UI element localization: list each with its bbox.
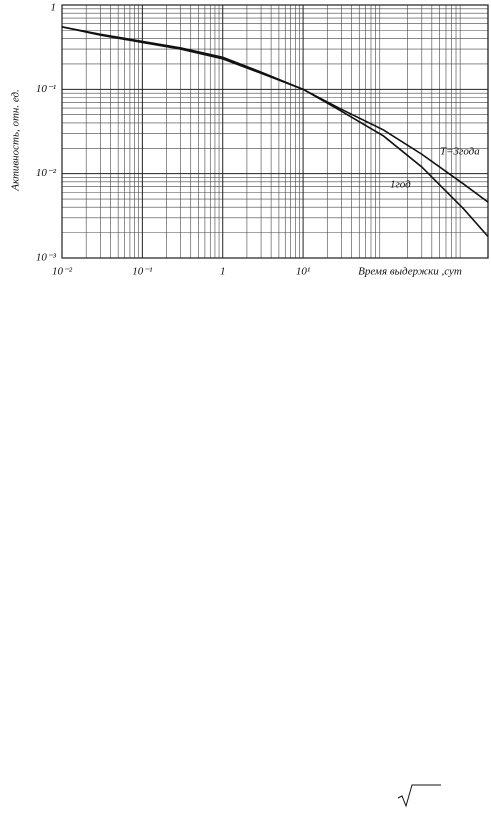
- x-tick-label: 10⁻²: [52, 266, 73, 278]
- series-line: [61, 26, 489, 238]
- series-label: Т=3года: [440, 146, 480, 158]
- x-tick-label: 10¹: [296, 266, 310, 278]
- x-tick-label: 10⁻¹: [132, 266, 152, 278]
- y-tick-label: 10⁻³: [36, 252, 57, 264]
- y-axis-label: Активность, отн. ед.: [10, 89, 22, 192]
- sqrt-sign: [397, 784, 441, 808]
- y-tick-label: 1: [51, 2, 57, 14]
- y-tick-label: 10⁻¹: [36, 83, 56, 95]
- plot-frame: [61, 4, 489, 259]
- x-tick-label: 1: [220, 266, 226, 278]
- y-tick-label: 10⁻²: [36, 167, 57, 179]
- x-axis-label: Время выдержки ,сут: [358, 266, 462, 278]
- series-label: 1год: [390, 179, 411, 191]
